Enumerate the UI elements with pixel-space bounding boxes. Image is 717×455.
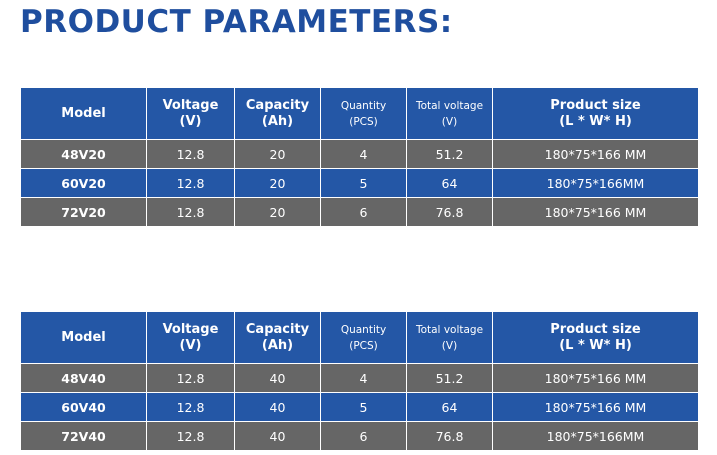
- header-text: (Ah): [261, 337, 294, 353]
- data-cell: 60V20: [20, 168, 147, 198]
- header-text: (PCS): [349, 339, 378, 352]
- header-text: Capacity: [245, 321, 310, 337]
- header-text: Total voltage: [415, 99, 484, 112]
- header-cell: Quantity (PCS): [320, 87, 407, 140]
- header-cell: Capacity (Ah): [234, 311, 321, 364]
- header-text: Model: [61, 105, 106, 121]
- data-cell: 40: [234, 392, 321, 422]
- header-cell: Product size (L * W* H): [492, 311, 699, 364]
- data-cell: 180*75*166MM: [492, 421, 699, 451]
- header-text: Capacity: [245, 97, 310, 113]
- data-cell: 64: [406, 392, 493, 422]
- header-cell: Quantity (PCS): [320, 311, 407, 364]
- data-row: 72V40 12.8 40 6 76.8 180*75*166MM: [20, 421, 699, 451]
- header-text: (V): [441, 115, 458, 128]
- header-cell: Model: [20, 87, 147, 140]
- data-cell: 20: [234, 168, 321, 198]
- header-text: Model: [61, 329, 106, 345]
- data-cell: 64: [406, 168, 493, 198]
- data-cell: 20: [234, 139, 321, 169]
- header-text: (L * W* H): [559, 113, 632, 129]
- data-cell: 40: [234, 421, 321, 451]
- header-text: Voltage: [162, 321, 219, 337]
- header-cell: Total voltage (V): [406, 87, 493, 140]
- header-text: Product size: [550, 321, 641, 337]
- header-text: (Ah): [261, 113, 294, 129]
- header-cell: Model: [20, 311, 147, 364]
- header-cell: Total voltage (V): [406, 311, 493, 364]
- header-text: Quantity: [340, 99, 387, 112]
- data-cell: 180*75*166MM: [492, 168, 699, 198]
- data-cell: 40: [234, 363, 321, 393]
- data-cell: 4: [320, 139, 407, 169]
- data-cell: 180*75*166 MM: [492, 392, 699, 422]
- data-cell: 180*75*166 MM: [492, 197, 699, 227]
- data-cell: 12.8: [146, 139, 235, 169]
- data-cell: 12.8: [146, 421, 235, 451]
- data-cell: 48V40: [20, 363, 147, 393]
- data-cell: 5: [320, 168, 407, 198]
- data-cell: 12.8: [146, 168, 235, 198]
- data-row: 72V20 12.8 20 6 76.8 180*75*166 MM: [20, 197, 699, 227]
- header-text: Total voltage: [415, 323, 484, 336]
- data-cell: 76.8: [406, 421, 493, 451]
- header-text: (PCS): [349, 115, 378, 128]
- spec-table: Model Voltage (V) Capacity (Ah) Quantity (PCS)…: [20, 87, 699, 227]
- data-cell: 48V20: [20, 139, 147, 169]
- data-cell: 60V40: [20, 392, 147, 422]
- data-cell: 4: [320, 363, 407, 393]
- data-cell: 180*75*166 MM: [492, 363, 699, 393]
- header-cell: Voltage (V): [146, 311, 235, 364]
- data-row: 60V40 12.8 40 5 64 180*75*166 MM: [20, 392, 699, 422]
- data-row: 48V40 12.8 40 4 51.2 180*75*166 MM: [20, 363, 699, 393]
- data-cell: 51.2: [406, 139, 493, 169]
- header-cell: Product size (L * W* H): [492, 87, 699, 140]
- header-cell: Capacity (Ah): [234, 87, 321, 140]
- data-cell: 76.8: [406, 197, 493, 227]
- header-cell: Voltage (V): [146, 87, 235, 140]
- spec-table: Model Voltage (V) Capacity (Ah) Quantity (PCS)…: [20, 311, 699, 451]
- header-text: (V): [441, 339, 458, 352]
- header-row: Model Voltage (V) Capacity (Ah) Quantity (PCS)…: [20, 87, 699, 140]
- page-title: PRODUCT PARAMETERS:: [20, 4, 453, 40]
- data-row: 60V20 12.8 20 5 64 180*75*166MM: [20, 168, 699, 198]
- header-text: Voltage: [162, 97, 219, 113]
- data-cell: 6: [320, 421, 407, 451]
- header-row: Model Voltage (V) Capacity (Ah) Quantity (PCS)…: [20, 311, 699, 364]
- data-cell: 51.2: [406, 363, 493, 393]
- data-cell: 12.8: [146, 363, 235, 393]
- data-cell: 72V40: [20, 421, 147, 451]
- data-cell: 12.8: [146, 392, 235, 422]
- data-cell: 20: [234, 197, 321, 227]
- header-text: (V): [179, 113, 202, 129]
- data-cell: 5: [320, 392, 407, 422]
- data-cell: 12.8: [146, 197, 235, 227]
- data-cell: 6: [320, 197, 407, 227]
- data-cell: 72V20: [20, 197, 147, 227]
- data-row: 48V20 12.8 20 4 51.2 180*75*166 MM: [20, 139, 699, 169]
- header-text: (L * W* H): [559, 337, 632, 353]
- header-text: (V): [179, 337, 202, 353]
- data-cell: 180*75*166 MM: [492, 139, 699, 169]
- header-text: Quantity: [340, 323, 387, 336]
- header-text: Product size: [550, 97, 641, 113]
